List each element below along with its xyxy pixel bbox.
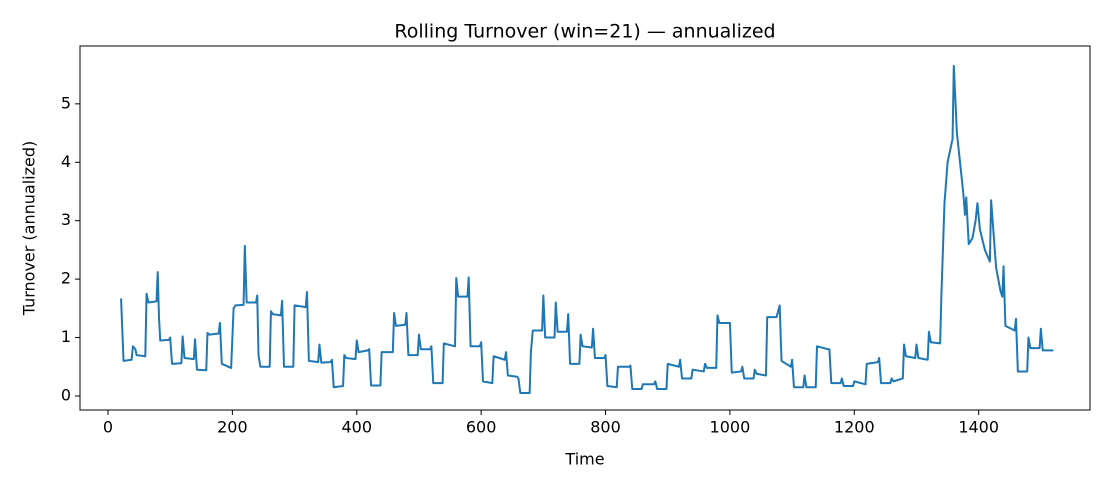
x-tick-label: 1200 [834, 418, 875, 437]
x-tick-label: 1400 [958, 418, 999, 437]
x-tick-label: 400 [341, 418, 372, 437]
y-tick-label: 4 [61, 152, 71, 171]
x-tick-label: 1000 [710, 418, 751, 437]
y-tick-label: 5 [61, 93, 71, 112]
y-tick-label: 2 [61, 269, 71, 288]
chart-title: Rolling Turnover (win=21) — annualized [394, 21, 775, 43]
y-tick-label: 1 [61, 327, 71, 346]
plot-frame [79, 45, 1091, 411]
y-axis-label: Turnover (annualized) [20, 141, 39, 317]
data-line [120, 64, 1054, 395]
x-tick-label: 600 [466, 418, 497, 437]
x-tick-label: 800 [590, 418, 621, 437]
x-tick-label: 200 [217, 418, 248, 437]
x-axis-label: Time [564, 450, 604, 469]
x-tick-label: 0 [103, 418, 113, 437]
y-tick-label: 3 [61, 210, 71, 229]
y-tick-label: 0 [61, 385, 71, 404]
